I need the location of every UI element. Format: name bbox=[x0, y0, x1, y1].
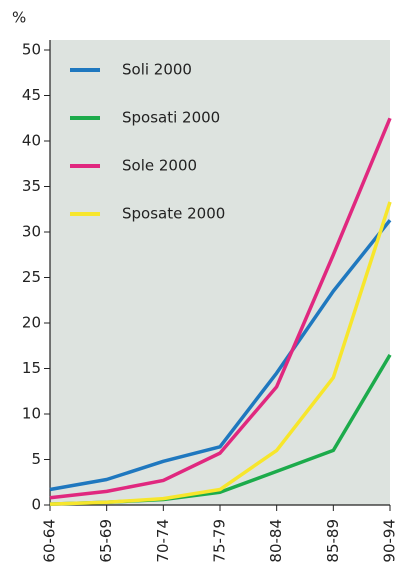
y-tick-label: 20 bbox=[22, 314, 41, 332]
y-tick-label: 0 bbox=[31, 496, 41, 514]
y-tick-label: 10 bbox=[22, 405, 41, 423]
y-tick-label: 45 bbox=[22, 86, 41, 104]
y-tick-label: 50 bbox=[22, 41, 41, 59]
x-tick-label: 90-94 bbox=[381, 519, 399, 563]
x-tick-label: 60-64 bbox=[41, 519, 59, 563]
y-tick-label: 25 bbox=[22, 268, 41, 286]
y-tick-label: 5 bbox=[31, 450, 41, 468]
y-axis-label: % bbox=[12, 9, 26, 27]
y-tick-label: 35 bbox=[22, 177, 41, 195]
series-line bbox=[49, 117, 392, 500]
x-tick-label: 75-79 bbox=[211, 519, 229, 563]
legend-label: Soli 2000 bbox=[122, 61, 192, 79]
x-tick-label: 85-89 bbox=[324, 519, 342, 563]
legend-label: Sposate 2000 bbox=[122, 205, 225, 223]
y-tick-label: 15 bbox=[22, 359, 41, 377]
y-tick-label: 30 bbox=[22, 223, 41, 241]
legend-label: Sposati 2000 bbox=[122, 109, 220, 127]
series-line bbox=[49, 219, 392, 492]
x-tick-label: 80-84 bbox=[267, 519, 285, 563]
y-tick-label: 40 bbox=[22, 132, 41, 150]
x-tick-label: 70-74 bbox=[154, 519, 172, 563]
plot-background bbox=[50, 40, 390, 505]
legend-label: Sole 2000 bbox=[122, 157, 197, 175]
series-line bbox=[49, 201, 392, 506]
x-tick-label: 65-69 bbox=[97, 519, 115, 563]
